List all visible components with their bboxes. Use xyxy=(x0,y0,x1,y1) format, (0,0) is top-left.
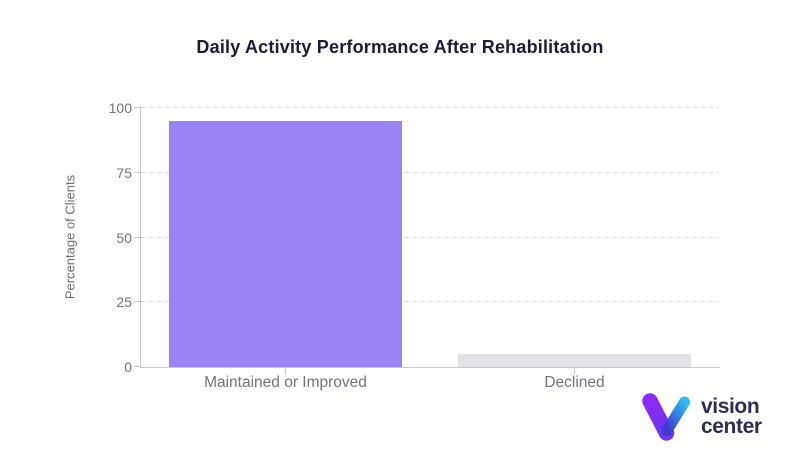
bar-declined xyxy=(458,354,691,367)
x-tick-label-declined: Declined xyxy=(544,374,605,391)
vision-center-logo-icon xyxy=(642,393,690,441)
x-axis-tick xyxy=(285,368,286,374)
y-axis-tick xyxy=(134,107,141,108)
gridline xyxy=(141,301,719,303)
gridline xyxy=(141,236,719,238)
y-axis-tick xyxy=(134,236,141,238)
brand-name-line1: vision xyxy=(701,395,760,418)
chart-title: Daily Activity Performance After Rehabil… xyxy=(196,37,604,57)
y-tick-label: 25 xyxy=(116,294,132,311)
gridline xyxy=(141,171,719,173)
y-tick-label: 75 xyxy=(116,164,132,181)
y-tick-label: 100 xyxy=(108,100,132,116)
brand-name: vision center xyxy=(701,395,762,438)
y-axis-tick xyxy=(134,301,141,303)
gridline xyxy=(141,107,719,108)
x-tick-label-maintained-or-improved: Maintained or Improved xyxy=(204,374,367,391)
y-axis-tick xyxy=(134,366,141,367)
brand-logo: vision center xyxy=(640,392,762,442)
y-axis-tick xyxy=(134,171,141,173)
bar-maintained-or-improved xyxy=(169,120,402,367)
x-axis-tick xyxy=(574,368,575,374)
y-tick-label: 0 xyxy=(124,359,132,375)
x-axis-line xyxy=(140,367,720,368)
y-axis-line xyxy=(140,106,141,368)
brand-name-line2: center xyxy=(701,415,762,438)
y-tick-label: 50 xyxy=(116,229,132,246)
